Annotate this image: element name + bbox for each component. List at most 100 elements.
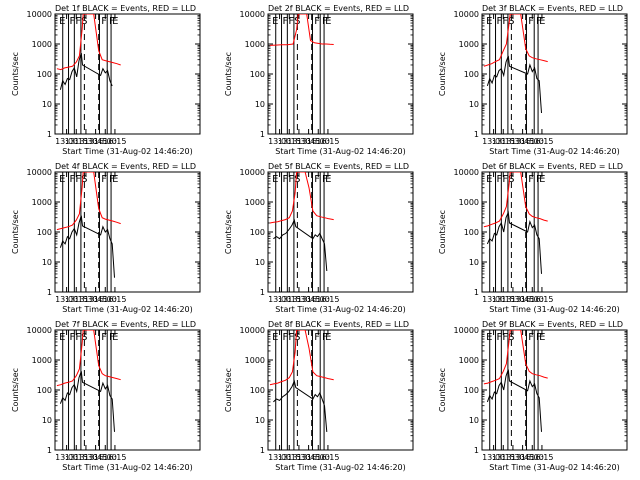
y-axis-label: Counts/sec bbox=[11, 52, 20, 96]
interval-label: F bbox=[109, 174, 115, 185]
interval-label: F bbox=[502, 16, 508, 27]
y-tick-label: 1000 bbox=[245, 356, 265, 365]
y-tick-label: 10000 bbox=[454, 10, 479, 19]
y-tick-label: 100 bbox=[464, 70, 479, 79]
interval-label: F bbox=[314, 174, 320, 185]
panel-6: Det 6f BLACK = Events, RED = LLD 1 10 100 10… bbox=[438, 162, 628, 314]
series-group bbox=[269, 14, 334, 46]
x-tick-label: 13:15 bbox=[278, 453, 301, 462]
x-tick-label: 13:15 bbox=[278, 137, 301, 146]
interval-label: S bbox=[81, 332, 87, 343]
x-tick-label: 16:00 bbox=[521, 453, 544, 462]
panel-title: Det 3f BLACK = Events, RED = LLD bbox=[482, 4, 623, 13]
interval-label: F bbox=[109, 332, 115, 343]
interval-label: E bbox=[272, 332, 278, 343]
x-tick-label: 13:15 bbox=[492, 453, 515, 462]
x-tick-label: 16:00 bbox=[521, 137, 544, 146]
y-tick-label: 100 bbox=[37, 228, 52, 237]
y-axis-label: Counts/sec bbox=[224, 52, 233, 96]
x-tick-label: 13:15 bbox=[65, 295, 88, 304]
events-series-line bbox=[486, 210, 542, 274]
interval-label: E bbox=[112, 16, 118, 27]
x-tick-label: 13:45 bbox=[297, 295, 320, 304]
x-tick-label: 13:30 bbox=[287, 453, 310, 462]
y-tick-label: 1 bbox=[260, 446, 265, 455]
interval-label: F bbox=[70, 16, 76, 27]
plot-frame bbox=[267, 171, 414, 293]
series-group bbox=[56, 172, 121, 278]
panel-2: Det 2f BLACK = Events, RED = LLD 1 10 100 10… bbox=[224, 4, 414, 156]
interval-label: S bbox=[294, 332, 300, 343]
y-axis-label: Counts/sec bbox=[224, 368, 233, 412]
interval-label: F bbox=[101, 174, 107, 185]
y-tick-label: 10 bbox=[469, 258, 479, 267]
panel-3: Det 3f BLACK = Events, RED = LLD 1 10 100 10… bbox=[438, 4, 628, 156]
x-tick-label: 16:00 bbox=[307, 137, 330, 146]
events-series-line bbox=[486, 55, 542, 114]
interval-label: E bbox=[539, 174, 545, 185]
panel-title: Det 1f BLACK = Events, RED = LLD bbox=[55, 4, 196, 13]
y-tick-label: 1 bbox=[474, 446, 479, 455]
panel-4: Det 4f BLACK = Events, RED = LLD 1 10 100 10… bbox=[11, 162, 201, 314]
y-tick-label: 100 bbox=[37, 386, 52, 395]
series-group bbox=[56, 330, 121, 432]
interval-label: F bbox=[322, 16, 328, 27]
interval-label: F bbox=[536, 332, 542, 343]
events-series-line bbox=[486, 369, 542, 432]
x-axis-label: Start Time (31-Aug-02 14:46:20) bbox=[489, 463, 620, 472]
x-tick-label: 16:15 bbox=[316, 137, 339, 146]
x-axis-label: Start Time (31-Aug-02 14:46:20) bbox=[489, 305, 620, 314]
x-tick-label: 13:15 bbox=[278, 295, 301, 304]
interval-label: E bbox=[59, 16, 65, 27]
y-tick-label: 1000 bbox=[32, 40, 52, 49]
interval-label: F bbox=[528, 174, 534, 185]
y-tick-label: 1000 bbox=[32, 356, 52, 365]
y-tick-label: 10 bbox=[255, 100, 265, 109]
y-tick-label: 100 bbox=[250, 70, 265, 79]
x-axis-label: Start Time (31-Aug-02 14:46:20) bbox=[275, 463, 406, 472]
lld-series-line bbox=[483, 330, 548, 385]
x-tick-label: 13:45 bbox=[297, 137, 320, 146]
x-tick-label: 16:15 bbox=[103, 137, 126, 146]
y-axis-label: Counts/sec bbox=[11, 210, 20, 254]
series-group bbox=[483, 172, 548, 274]
interval-label: F bbox=[322, 174, 328, 185]
series-group bbox=[269, 330, 334, 432]
x-tick-label: 13:45 bbox=[84, 295, 107, 304]
events-series-line bbox=[59, 371, 115, 432]
panel-title: Det 5f BLACK = Events, RED = LLD bbox=[268, 162, 409, 171]
interval-label: F bbox=[497, 332, 503, 343]
x-tick-label: 13:15 bbox=[65, 137, 88, 146]
x-tick-label: 13:45 bbox=[297, 453, 320, 462]
interval-label: F bbox=[322, 332, 328, 343]
interval-label: F bbox=[101, 332, 107, 343]
interval-label: E bbox=[486, 16, 492, 27]
y-axis-label: Counts/sec bbox=[438, 210, 447, 254]
y-tick-label: 10 bbox=[42, 258, 52, 267]
plot-frame bbox=[267, 13, 414, 135]
y-tick-label: 10 bbox=[255, 258, 265, 267]
x-tick-label: 13:45 bbox=[511, 137, 534, 146]
x-tick-label: 16:00 bbox=[94, 453, 117, 462]
interval-label: F bbox=[75, 332, 81, 343]
interval-label: E bbox=[539, 16, 545, 27]
y-tick-label: 1 bbox=[260, 130, 265, 139]
interval-label: S bbox=[81, 16, 87, 27]
y-tick-label: 10000 bbox=[27, 168, 52, 177]
interval-label: E bbox=[486, 332, 492, 343]
x-tick-label: 13:00 bbox=[482, 137, 505, 146]
x-tick-label: 13:30 bbox=[501, 453, 524, 462]
y-tick-label: 10000 bbox=[454, 168, 479, 177]
panel-9: Det 9f BLACK = Events, RED = LLD 1 10 100 10… bbox=[438, 320, 628, 472]
panel-title: Det 8f BLACK = Events, RED = LLD bbox=[268, 320, 409, 329]
x-tick-label: 13:30 bbox=[74, 137, 97, 146]
interval-label: S bbox=[508, 332, 514, 343]
interval-label: E bbox=[325, 332, 331, 343]
x-tick-label: 13:00 bbox=[482, 453, 505, 462]
interval-label: F bbox=[536, 16, 542, 27]
y-tick-label: 10000 bbox=[240, 168, 265, 177]
interval-label: F bbox=[101, 16, 107, 27]
interval-label: E bbox=[112, 332, 118, 343]
y-tick-label: 10000 bbox=[27, 10, 52, 19]
interval-label: F bbox=[288, 332, 294, 343]
